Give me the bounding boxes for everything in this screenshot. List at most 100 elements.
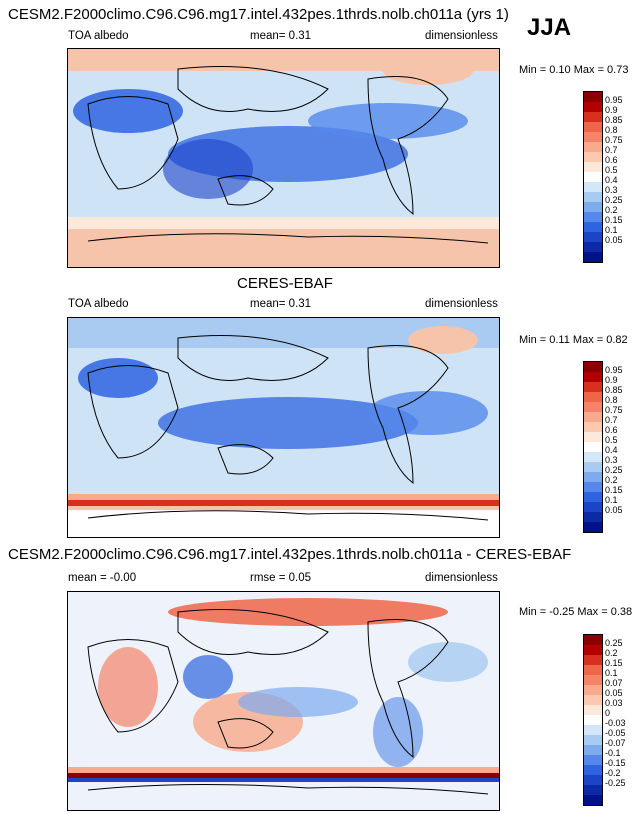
colorbar-swatch [584,362,602,372]
colorbar-swatch [584,412,602,422]
colorbar-tick-label: 0.8 [605,125,618,135]
colorbar-tick-label: 0.95 [605,365,623,375]
colorbar-swatch [584,402,602,412]
colorbar-swatch [584,745,602,755]
panel1-units-label: dimensionless [425,30,498,42]
colorbar-tick-label: 0.7 [605,145,618,155]
colorbar-swatch [584,92,602,102]
colorbar-swatch [584,725,602,735]
colorbar-swatch [584,442,602,452]
colorbar-swatch [584,765,602,775]
colorbar-swatch [584,172,602,182]
colorbar-swatch [584,695,602,705]
colorbar-swatch [584,232,602,242]
colorbar-tick-label: 0.75 [605,405,623,415]
panel1-left-label: TOA albedo [68,30,129,42]
colorbar-tick-label: 0.25 [605,465,623,475]
colorbar-tick-label: 0.1 [605,668,618,678]
panel3-colorbar [583,634,603,806]
colorbar-tick-label: 0.05 [605,505,623,515]
colorbar-tick-label: 0.1 [605,225,618,235]
colorbar-tick-label: -0.25 [605,778,626,788]
colorbar-swatch [584,665,602,675]
colorbar-swatch [584,202,602,212]
colorbar-swatch [584,242,602,252]
colorbar-swatch [584,192,602,202]
panel2-map [67,317,500,538]
colorbar-swatch [584,645,602,655]
model-title: CESM2.F2000climo.C96.C96.mg17.intel.432p… [8,6,509,23]
colorbar-tick-label: 0.85 [605,115,623,125]
panel2-colorbar [583,361,603,533]
colorbar-swatch [584,162,602,172]
panel3-units-label: dimensionless [425,572,498,584]
colorbar-swatch [584,705,602,715]
colorbar-tick-label: 0.2 [605,475,618,485]
colorbar-tick-label: 0.1 [605,495,618,505]
colorbar-tick-label: 0.9 [605,375,618,385]
colorbar-swatch [584,502,602,512]
season-label: JJA [527,14,572,41]
panel3-minmax: Min = -0.25 Max = 0.38 [519,606,633,618]
panel3-rmse-label: rmse = 0.05 [250,572,312,584]
colorbar-swatch [584,492,602,502]
colorbar-tick-label: 0.6 [605,155,618,165]
colorbar-swatch [584,252,602,262]
colorbar-swatch [584,372,602,382]
colorbar-tick-label: 0.4 [605,445,618,455]
colorbar-tick-label: 0.25 [605,638,623,648]
colorbar-tick-label: 0.2 [605,205,618,215]
colorbar-swatch [584,462,602,472]
colorbar-swatch [584,122,602,132]
panel1-minmax: Min = 0.10 Max = 0.73 [519,64,629,76]
colorbar-tick-label: 0.2 [605,648,618,658]
colorbar-tick-label: -0.15 [605,758,626,768]
colorbar-tick-label: 0.07 [605,678,623,688]
colorbar-swatch [584,222,602,232]
colorbar-tick-label: -0.1 [605,748,621,758]
colorbar-tick-label: 0.05 [605,688,623,698]
colorbar-swatch [584,655,602,665]
colorbar-tick-label: 0.15 [605,658,623,668]
colorbar-tick-label: 0.3 [605,455,618,465]
colorbar-tick-label: -0.05 [605,728,626,738]
colorbar-swatch [584,212,602,222]
colorbar-tick-label: 0.15 [605,485,623,495]
colorbar-swatch [584,132,602,142]
colorbar-swatch [584,472,602,482]
colorbar-tick-label: 0.05 [605,235,623,245]
colorbar-swatch [584,432,602,442]
panel1-mean-label: mean= 0.31 [250,30,312,42]
panel2-minmax: Min = 0.11 Max = 0.82 [519,334,628,346]
colorbar-swatch [584,392,602,402]
colorbar-swatch [584,755,602,765]
colorbar-tick-label: 0.25 [605,195,623,205]
colorbar-swatch [584,635,602,645]
colorbar-tick-label: 0.5 [605,435,618,445]
colorbar-swatch [584,482,602,492]
panel2-mean-label: mean= 0.31 [250,298,312,310]
colorbar-swatch [584,182,602,192]
panel1-colorbar [583,91,603,263]
panel2-left-label: TOA albedo [68,298,129,310]
colorbar-swatch [584,112,602,122]
colorbar-tick-label: 0.8 [605,395,618,405]
colorbar-swatch [584,522,602,532]
colorbar-tick-label: 0.85 [605,385,623,395]
colorbar-tick-label: 0.7 [605,415,618,425]
colorbar-swatch [584,152,602,162]
colorbar-swatch [584,142,602,152]
panel3-mean-label: mean = -0.00 [68,572,137,584]
colorbar-swatch [584,422,602,432]
colorbar-swatch [584,785,602,795]
colorbar-swatch [584,452,602,462]
colorbar-swatch [584,102,602,112]
colorbar-tick-label: 0.75 [605,135,623,145]
colorbar-swatch [584,735,602,745]
colorbar-tick-label: 0.03 [605,698,623,708]
colorbar-tick-label: 0.3 [605,185,618,195]
colorbar-swatch [584,675,602,685]
colorbar-swatch [584,795,602,805]
colorbar-tick-label: -0.03 [605,718,626,728]
colorbar-swatch [584,512,602,522]
